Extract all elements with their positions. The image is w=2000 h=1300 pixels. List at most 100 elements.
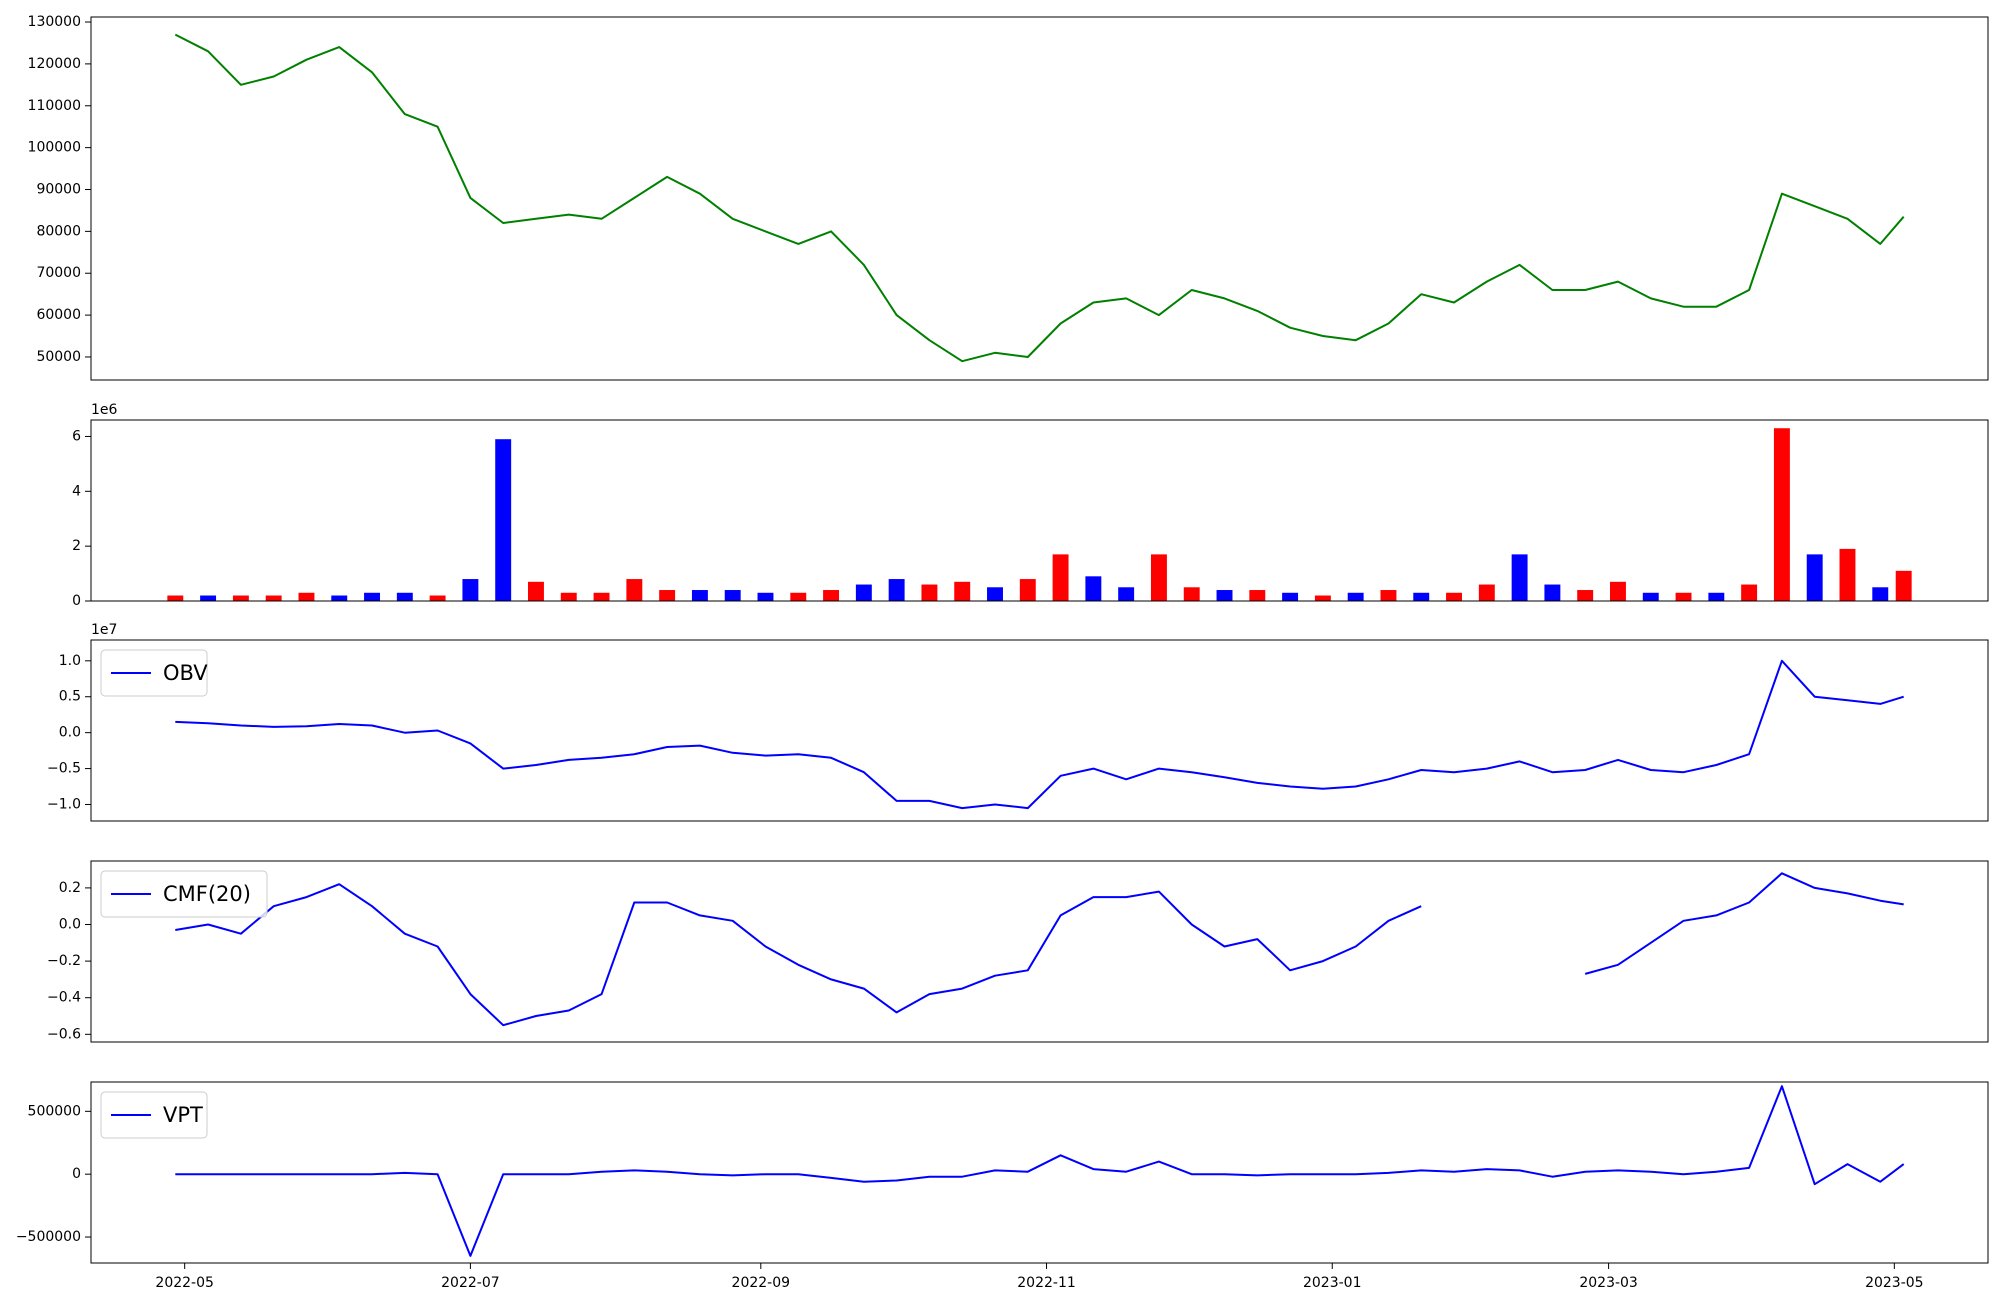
- volume-bar: [331, 595, 348, 601]
- y-tick-label: 0: [72, 1166, 81, 1182]
- volume-bar: [560, 592, 577, 601]
- volume-bar: [888, 579, 905, 601]
- volume-bar: [1282, 592, 1299, 601]
- x-tick-label: 2023-05: [1865, 1275, 1924, 1291]
- y-tick-label: 0: [72, 593, 81, 609]
- y-tick-label: 80000: [36, 223, 81, 239]
- volume-bar: [1872, 587, 1889, 601]
- y-tick-label: −1.0: [47, 796, 81, 812]
- x-tick-label: 2022-05: [155, 1275, 214, 1291]
- series-line: [174, 33, 1905, 363]
- y-tick-label: 500000: [28, 1103, 81, 1119]
- volume-bar: [200, 595, 217, 601]
- x-tick-label: 2022-09: [732, 1275, 791, 1291]
- y-tick-label: 0.0: [59, 917, 81, 933]
- volume-bar: [1413, 592, 1430, 601]
- legend: OBV: [100, 649, 208, 697]
- y-tick-label: 70000: [36, 265, 81, 281]
- y-tick-label: 100000: [28, 140, 81, 156]
- legend: CMF(20): [100, 870, 268, 918]
- volume-bar: [1052, 554, 1069, 601]
- volume-bar: [1642, 592, 1659, 601]
- volume-bar: [528, 581, 544, 601]
- volume-bar: [1895, 570, 1912, 601]
- volume-bar: [1019, 579, 1036, 601]
- axes-frame: [90, 419, 1989, 602]
- volume-bar: [298, 592, 315, 601]
- y-tick-label: 1.0: [59, 653, 81, 669]
- volume-bar: [495, 439, 512, 601]
- volume-bar: [1446, 592, 1462, 601]
- legend: VPT: [100, 1091, 208, 1139]
- volume-bar: [593, 592, 610, 601]
- volume-bar: [823, 590, 840, 601]
- volume-bar: [1085, 576, 1102, 601]
- y-tick-label: −0.6: [47, 1026, 81, 1042]
- volume-bar: [659, 590, 676, 601]
- y-tick-label: 120000: [28, 56, 81, 72]
- volume-bar: [1806, 554, 1823, 601]
- volume-bar: [462, 579, 479, 601]
- series-line: [175, 659, 1904, 810]
- y-tick-label: 130000: [28, 14, 81, 30]
- legend-label: VPT: [163, 1103, 203, 1127]
- volume-bar: [1347, 592, 1364, 601]
- volume-bar: [987, 587, 1003, 601]
- volume-bar: [1478, 584, 1495, 601]
- volume-bar: [1314, 595, 1331, 601]
- volume-bar: [790, 592, 807, 601]
- axes-frame: [90, 860, 1989, 1043]
- volume-bar: [1118, 587, 1135, 601]
- volume-bar: [855, 584, 872, 601]
- volume-bar: [1380, 590, 1397, 601]
- volume-bar: [724, 590, 741, 601]
- y-tick-label: 6: [72, 428, 81, 444]
- volume-bar: [1675, 592, 1692, 601]
- x-tick-label: 2023-01: [1303, 1275, 1362, 1291]
- y-tick-label: −0.4: [47, 990, 81, 1006]
- y-tick-label: 110000: [28, 98, 81, 114]
- axes-frame: [90, 1081, 1989, 1264]
- axes-frame: [90, 16, 1989, 381]
- volume-bar: [1610, 581, 1626, 601]
- volume-bar: [921, 584, 938, 601]
- volume-bar: [1216, 590, 1233, 601]
- offset-label: 1e6: [91, 402, 118, 418]
- offset-label: 1e7: [91, 622, 117, 638]
- volume-bar: [1150, 554, 1167, 601]
- legend-label: CMF(20): [163, 882, 251, 906]
- y-tick-label: 0.5: [59, 689, 81, 705]
- x-tick-label: 2022-11: [1017, 1275, 1076, 1291]
- y-tick-label: 4: [72, 483, 81, 499]
- legend-label: OBV: [163, 661, 208, 685]
- legend-box: [100, 649, 208, 697]
- x-tick-label: 2023-03: [1579, 1275, 1638, 1291]
- legend-box: [100, 870, 268, 918]
- volume-bar: [265, 595, 282, 601]
- volume-bar: [167, 595, 184, 601]
- volume-bar: [1544, 584, 1561, 601]
- y-tick-label: 50000: [36, 349, 81, 365]
- series-line: [175, 1085, 1905, 1257]
- y-tick-label: 60000: [36, 307, 81, 323]
- volume-bar: [691, 590, 708, 601]
- series-line: [175, 872, 1904, 1027]
- volume-bar: [626, 579, 643, 601]
- y-tick-label: −0.2: [47, 953, 81, 969]
- volume-bar: [1183, 587, 1200, 601]
- volume-bar: [364, 592, 380, 601]
- axes-frame: [90, 639, 1989, 822]
- volume-bar: [1708, 592, 1725, 601]
- x-tick-label: 2022-07: [441, 1275, 500, 1291]
- volume-bar: [396, 592, 413, 601]
- volume-bar: [1741, 584, 1758, 601]
- volume-bar: [1773, 428, 1790, 601]
- y-tick-label: −500000: [16, 1229, 81, 1245]
- volume-bar: [757, 592, 774, 601]
- volume-bar: [232, 595, 249, 601]
- y-tick-label: 90000: [36, 181, 81, 197]
- volume-bar: [1839, 548, 1856, 601]
- volume-bar: [1249, 590, 1266, 601]
- y-tick-label: 0.0: [59, 725, 81, 741]
